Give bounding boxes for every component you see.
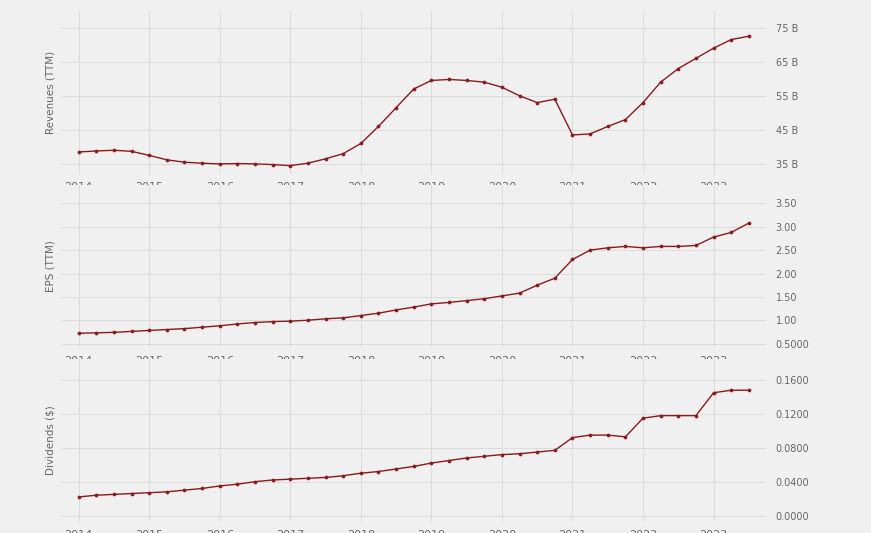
Y-axis label: Revenues (TTM): Revenues (TTM) <box>45 51 56 134</box>
Y-axis label: EPS (TTM): EPS (TTM) <box>45 240 56 293</box>
Y-axis label: Dividends ($): Dividends ($) <box>45 406 56 475</box>
